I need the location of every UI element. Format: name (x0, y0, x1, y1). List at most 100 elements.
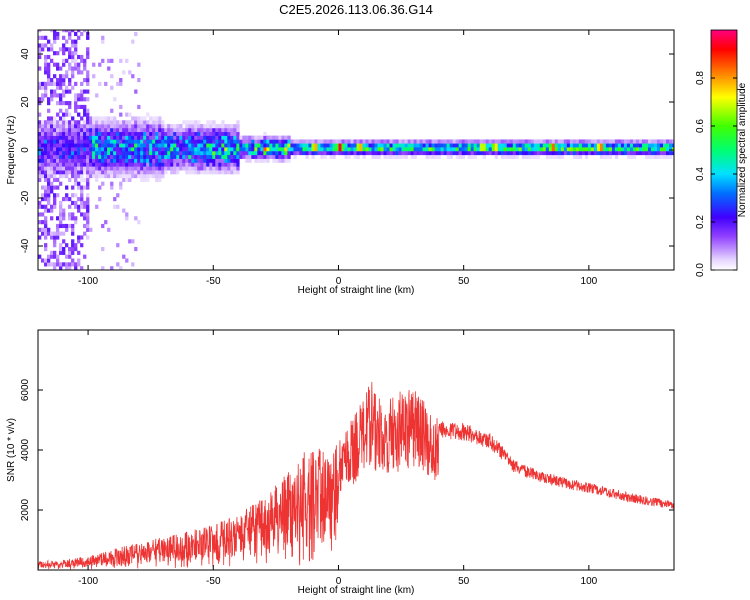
spectrogram-cell (119, 120, 123, 125)
spectrogram-cell (587, 143, 592, 148)
spectrogram-cell (77, 104, 81, 110)
spectrogram-cell (482, 147, 486, 152)
spectrogram-cell (308, 147, 312, 152)
spectrogram-cell (362, 143, 366, 148)
spectrogram-cell (200, 150, 204, 156)
spectrogram-cell (116, 139, 120, 144)
spectrogram-cell (173, 124, 177, 129)
spectrogram-cell (224, 162, 228, 167)
spectrogram-cell (74, 220, 78, 225)
spectrogram-cell (56, 131, 60, 136)
spectrogram-cell (191, 127, 195, 133)
spectrogram-cell (437, 139, 441, 144)
spectrogram-cell (203, 170, 207, 175)
spectrogram-cell (401, 143, 405, 148)
spectrogram-cell (239, 154, 243, 159)
spectrogram-cell (437, 143, 441, 148)
spectrogram-cell (185, 131, 189, 136)
spectrogram-cell (353, 143, 357, 148)
spectrogram-cell (230, 150, 234, 156)
spectrogram-cell (545, 139, 550, 144)
spectrogram-cell (83, 231, 87, 236)
spectrogram-cell (77, 185, 81, 190)
spectrogram-cell (56, 120, 60, 125)
spectrogram-cell (632, 150, 637, 156)
spectrogram-cell (134, 162, 138, 167)
snr-y-tick-label: 6000 (20, 378, 31, 401)
spectrogram-cell (329, 154, 333, 159)
spectrogram-cell (47, 189, 51, 194)
spectrogram-cell (212, 170, 216, 175)
spectrogram-cell (119, 143, 123, 148)
spectrogram-cell (104, 220, 108, 225)
spectrogram-cell (227, 135, 231, 140)
spectrogram-cell (581, 150, 586, 156)
spectrogram-cell (98, 120, 102, 125)
spectrogram-cell (104, 166, 108, 171)
spectrogram-cell (392, 143, 396, 148)
spectrogram-cell (509, 147, 514, 152)
spectrogram-cell (56, 154, 60, 159)
spectrogram-cell (245, 147, 249, 152)
spectrogram-cell (80, 212, 84, 217)
spectrogram-cell (77, 127, 81, 133)
spectrogram-cell (632, 139, 637, 144)
spectrogram-cell (266, 147, 270, 152)
spectrogram-cell (575, 154, 580, 159)
spectrogram-cell (74, 158, 78, 163)
spectrogram-cell (65, 193, 69, 198)
spectrogram-cell (71, 74, 75, 79)
spectrogram-cell (68, 166, 72, 171)
spectrogram-cell (74, 108, 78, 113)
spectrogram-cell (68, 177, 72, 182)
spectrogram-cell (101, 170, 105, 175)
spectrogram-cell (71, 139, 75, 144)
spectrogram-cell (146, 150, 150, 156)
spectrogram-cell (86, 127, 90, 133)
spectrogram-cell (368, 143, 372, 148)
spectrogram-cell (53, 231, 57, 236)
spectrogram-cell (83, 147, 87, 152)
spectrogram-cell (551, 150, 556, 156)
spectrogram-cell (38, 85, 42, 90)
spectrogram-cell (278, 143, 282, 148)
spectrogram-cell (188, 131, 192, 136)
spectrogram-cell (614, 147, 619, 152)
spectrogram-cell (446, 154, 450, 159)
spectrogram-cell (137, 166, 141, 171)
spectrogram-cell (155, 124, 159, 129)
spectrogram-cell (308, 150, 312, 156)
spectrogram-cell (110, 266, 114, 270)
spectrogram-cell (104, 170, 108, 175)
spectrogram-cell (92, 139, 96, 144)
spectrogram-cell (68, 78, 72, 83)
spectrogram-cell (101, 143, 105, 148)
spectrogram-cell (188, 150, 192, 156)
spectrogram-cell (50, 131, 54, 136)
spectrogram-cell (593, 143, 598, 148)
spectrogram-cell (221, 120, 225, 125)
spectrogram-cell (95, 93, 99, 98)
spectrogram-cell (230, 139, 234, 144)
spectrogram-cell (50, 254, 54, 259)
spectrogram-cell (347, 143, 351, 148)
spectrogram-cell (287, 143, 291, 148)
spectrogram-cell (227, 170, 231, 175)
spectrogram-cell (515, 143, 520, 148)
spectrogram-cell (65, 131, 69, 136)
spectrogram-cell (110, 150, 114, 156)
spectrogram-cell (197, 150, 201, 156)
spectrogram-cell (158, 135, 162, 140)
spectrogram-cell (38, 43, 42, 48)
spectrogram-cell (89, 131, 93, 136)
spectrogram-cell (74, 154, 78, 159)
spectrogram-cell (146, 162, 150, 167)
spectrogram-cell (59, 47, 63, 52)
spectrogram-cell (83, 127, 87, 133)
spectrogram-cell (128, 70, 132, 75)
spectrogram-cell (404, 150, 408, 156)
spectrogram-cell (392, 154, 396, 159)
spectrogram-cell (467, 143, 471, 148)
spectrogram-cell (68, 31, 72, 37)
spectrogram-cell (131, 162, 135, 167)
